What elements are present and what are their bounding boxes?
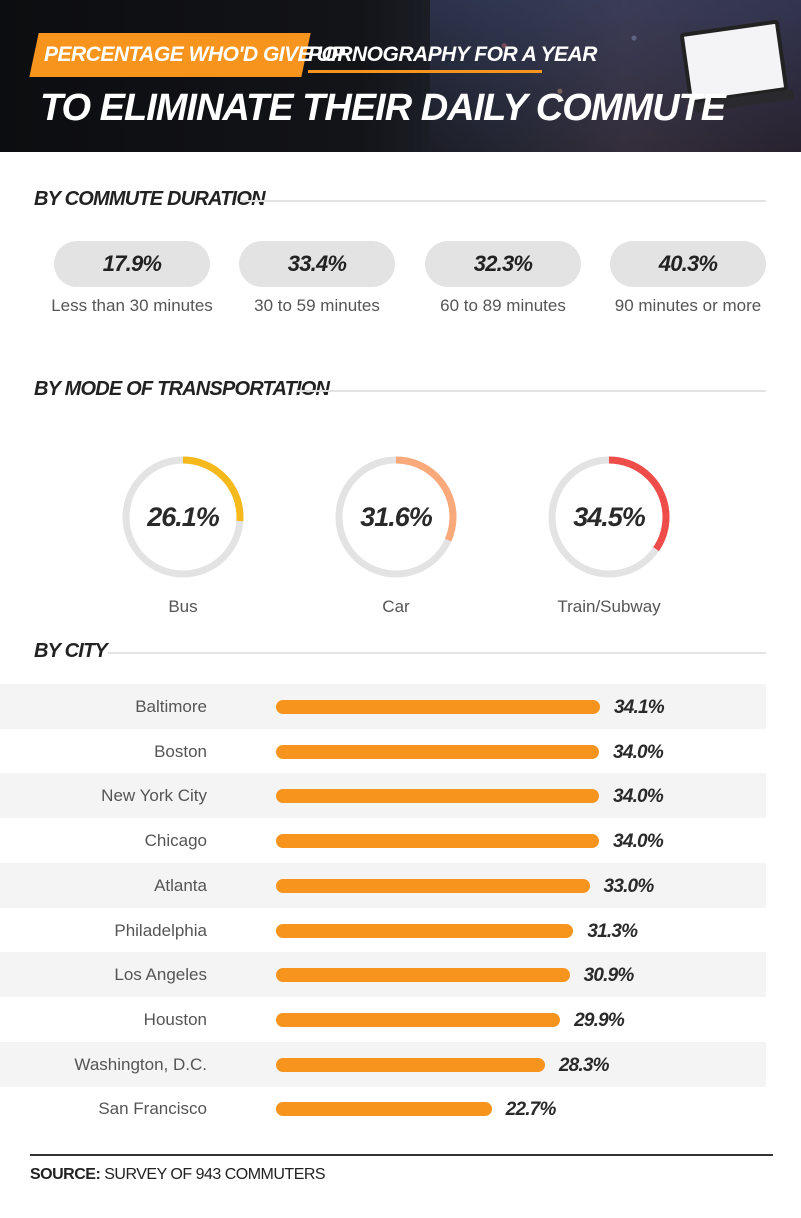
donut-chart (548, 456, 670, 578)
table-row: Boston 34.0% (0, 729, 766, 774)
city-bar (276, 700, 600, 714)
city-value-label: 34.1% (614, 697, 665, 718)
city-name-label: Boston (154, 741, 207, 761)
city-bar (276, 1102, 492, 1117)
city-value-label: 29.9% (574, 1009, 625, 1031)
donut-chart (122, 456, 244, 578)
duration-label: Less than 30 minutes (51, 296, 213, 315)
city-bar (276, 968, 570, 983)
city-bar (276, 744, 600, 759)
footer-divider (30, 1154, 773, 1156)
city-name-label: San Francisco (98, 1099, 207, 1119)
source-note: SOURCE: SURVEY OF 943 COMMUTERS (30, 1166, 326, 1184)
city-bar (276, 789, 600, 804)
section-divider-city (108, 652, 766, 654)
city-name-label: Houston (143, 1009, 207, 1029)
table-row: Washington, D.C. 28.3% (0, 1041, 766, 1087)
source-label: SOURCE: (30, 1166, 101, 1183)
source-text: SURVEY OF 943 COMMUTERS (104, 1166, 326, 1183)
duration-value-pill: 40.3% (610, 241, 766, 287)
section-title-city: BY CITY (34, 640, 108, 662)
section-title-mode: BY MODE OF TRANSPORTATION (34, 378, 330, 400)
donut-value-label: 31.6% (360, 501, 433, 532)
donut-arc (335, 456, 457, 578)
city-value-label: 28.3% (558, 1054, 610, 1076)
table-row: Baltimore 34.1% (0, 684, 766, 729)
city-bar (276, 834, 600, 849)
city-name-label: Philadelphia (114, 920, 207, 940)
section-title-duration: BY COMMUTE DURATION (34, 188, 266, 210)
duration-value-pill: 32.3% (425, 241, 581, 287)
city-bar (276, 923, 574, 938)
city-name-label: Washington, D.C. (74, 1054, 207, 1074)
duration-value-pill: 17.9% (54, 241, 210, 287)
city-bar (276, 1057, 545, 1072)
duration-value-pill: 33.4% (239, 241, 395, 287)
city-value-label: 30.9% (583, 965, 635, 987)
donut-category-label: Bus (168, 597, 198, 616)
header-tag-white: PORNOGRAPHY FOR A YEAR (308, 43, 597, 66)
donut-value-label: 34.5% (573, 501, 646, 532)
city-value-label: 34.0% (613, 786, 664, 808)
table-row: Philadelphia 31.3% (0, 908, 766, 953)
donut-arc (548, 456, 670, 578)
table-row: Atlanta 33.0% (0, 862, 766, 908)
table-row: Houston 29.9% (0, 997, 766, 1042)
city-name-label: Atlanta (154, 875, 207, 895)
duration-label: 60 to 89 minutes (440, 296, 566, 315)
donut-value-label: 26.1% (147, 501, 220, 532)
city-name-label: New York City (101, 786, 207, 806)
table-row: San Francisco 22.7% (0, 1086, 766, 1131)
section-divider-duration (240, 200, 766, 202)
city-value-label: 33.0% (603, 875, 655, 897)
header-tag-orange: PERCENTAGE WHO'D GIVE UP (44, 43, 345, 66)
table-row: Los Angeles 30.9% (0, 952, 766, 998)
table-row: New York City 34.0% (0, 773, 766, 819)
section-divider-mode (296, 390, 766, 392)
city-value-label: 22.7% (505, 1099, 557, 1121)
header-banner (0, 0, 801, 152)
donut-category-label: Train/Subway (557, 597, 661, 616)
city-bar (276, 878, 590, 893)
city-name-label: Baltimore (135, 697, 207, 716)
duration-label: 30 to 59 minutes (254, 296, 380, 315)
duration-label: 90 minutes or more (614, 296, 762, 315)
city-name-label: Los Angeles (114, 965, 207, 985)
city-value-label: 31.3% (587, 920, 638, 942)
header-tag-underline (308, 70, 542, 73)
city-name-label: Chicago (144, 831, 207, 851)
city-value-label: 34.0% (613, 741, 664, 763)
city-value-label: 34.0% (613, 831, 664, 853)
city-bar (276, 1012, 561, 1027)
page-title: TO ELIMINATE THEIR DAILY COMMUTE (40, 87, 726, 129)
donut-chart (335, 456, 457, 578)
donut-arc (122, 456, 244, 578)
table-row: Chicago 34.0% (0, 818, 766, 863)
donut-category-label: Car (382, 597, 410, 616)
